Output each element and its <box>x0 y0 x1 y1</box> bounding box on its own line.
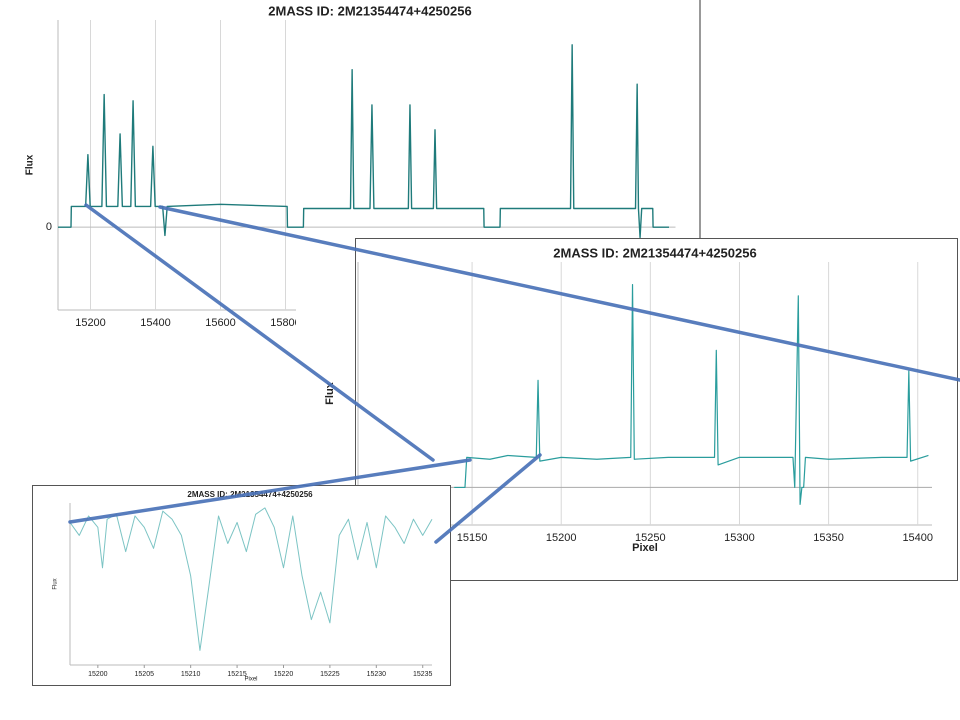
x-tick-label: 15220 <box>274 671 294 678</box>
x-tick-label: 15235 <box>413 671 433 678</box>
y-axis-label: Flux <box>53 578 59 589</box>
x-axis-label: Pixel <box>632 542 658 554</box>
crop <box>296 238 356 328</box>
zoom-connectors <box>68 203 960 544</box>
x-tick-label: 15400 <box>140 317 171 329</box>
chart-title: 2MASS ID: 2M21354474+4250256 <box>268 3 471 18</box>
spectrum-line <box>58 44 669 239</box>
connector <box>158 205 960 382</box>
x-tick-label: 15400 <box>902 532 933 544</box>
overview-window: 2MASS ID: 2M21354474+4250256 15200 15400 15… <box>25 0 701 329</box>
x-tick-label: 15230 <box>367 671 387 678</box>
y-axis-label: Flux <box>25 154 36 175</box>
x-tick-label: 15200 <box>75 317 106 329</box>
x-tick-label: 15300 <box>724 532 755 544</box>
x-tick-label: 15350 <box>813 532 844 544</box>
x-tick-label: 15205 <box>135 671 155 678</box>
y-tick-label: 0 <box>46 221 52 233</box>
x-axis-label: Pixel <box>244 677 257 683</box>
spectrum-line <box>69 507 433 651</box>
x-tick-label: 15800 <box>270 317 301 329</box>
connector <box>434 453 542 544</box>
connector <box>84 203 435 462</box>
x-tick-label: 15250 <box>635 532 666 544</box>
detail-window: 2MASS ID: 2M21354474+4250256152001520515… <box>32 485 451 686</box>
connector <box>68 458 472 524</box>
x-tick-label: 15225 <box>320 671 340 678</box>
x-tick-label: 15200 <box>546 532 577 544</box>
x-tick-label: 15600 <box>205 317 236 329</box>
window-frame <box>32 485 451 686</box>
x-tick-label: 15200 <box>88 671 108 678</box>
x-tick-label: 15150 <box>457 532 488 544</box>
chart-title: 2MASS ID: 2M21354474+4250256 <box>553 245 756 260</box>
x-tick-label: 15210 <box>181 671 201 678</box>
x-tick-label: 15215 <box>227 671 247 678</box>
